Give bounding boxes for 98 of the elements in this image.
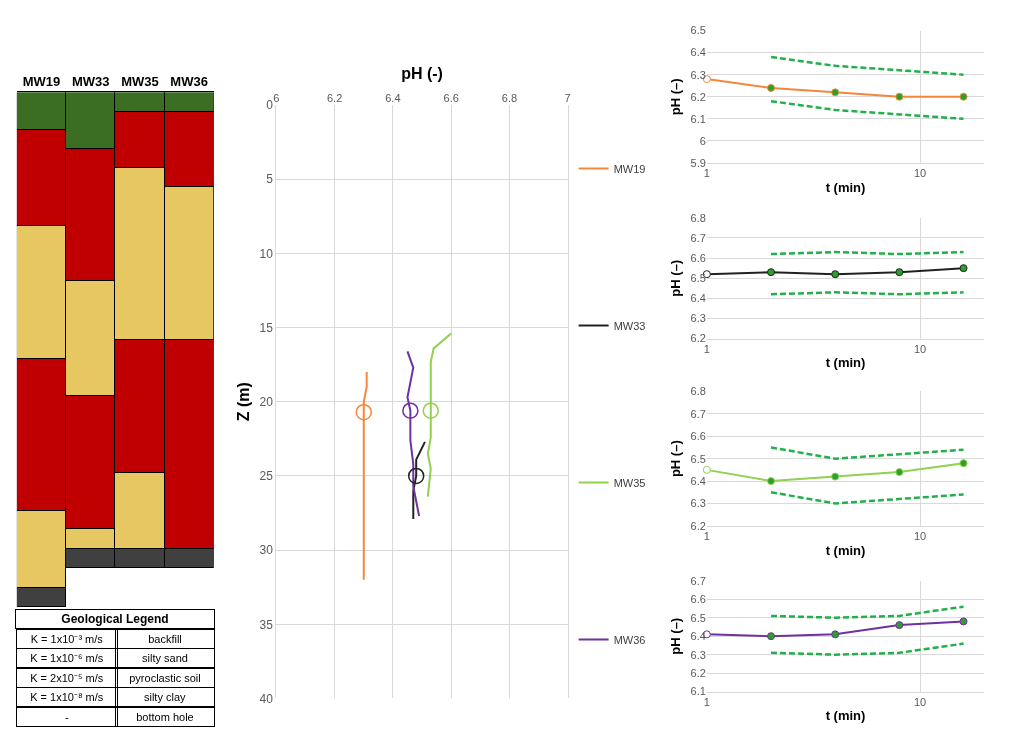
x-tick-label: MW33 — [71, 74, 110, 90]
text: K = 1x10⁻³ m/s — [30, 633, 104, 645]
point — [407, 467, 425, 485]
y-tick-label: 6.4 — [690, 292, 706, 305]
x-tick-label: MW19 — [22, 74, 61, 90]
point — [767, 83, 776, 92]
y-tick-label: 6.8 — [690, 211, 706, 224]
y-tick-label: 35 — [259, 617, 274, 632]
y-tick-label: 10 — [259, 246, 274, 261]
y-tick-label: 6.8 — [690, 385, 706, 398]
text: K = 1x10⁻⁸ m/s — [30, 691, 104, 703]
line-series — [769, 446, 965, 460]
y-tick-label: 40 — [259, 691, 274, 706]
x-tick-label: 6.8 — [501, 91, 518, 104]
point — [767, 477, 776, 486]
text: pyroclastic soil — [129, 672, 201, 684]
y-tick-label: 6.5 — [690, 272, 706, 285]
x-tick-label: 1 — [703, 167, 710, 180]
y-tick-label: 6.3 — [690, 68, 706, 81]
y-tick-label: 6.7 — [690, 407, 706, 420]
x-axis-title: t (min) — [825, 542, 866, 558]
point — [831, 472, 840, 481]
text: backfill — [148, 633, 182, 645]
x-axis-title: t (min) — [825, 179, 866, 195]
y-tick-label: 6.1 — [690, 685, 706, 698]
point — [702, 465, 711, 474]
y-tick-label: 6.5 — [690, 24, 706, 37]
x-tick-label: 1 — [703, 695, 710, 708]
point — [767, 268, 776, 277]
x-tick-label: 6.6 — [443, 91, 459, 104]
x-axis-title: t (min) — [825, 708, 866, 724]
y-tick-label: 6.7 — [690, 231, 706, 244]
x-tick-label: MW36 — [170, 74, 208, 90]
y-axis-title: pH (–) — [668, 440, 684, 478]
text: K = 1x10⁻⁶ m/s — [30, 652, 104, 664]
y-tick-label: 6.4 — [690, 474, 706, 487]
y-tick-label: 6.3 — [690, 312, 706, 325]
point — [895, 268, 904, 277]
point — [959, 617, 968, 626]
legend-label: MW36 — [613, 633, 646, 646]
x-tick-label: 6.2 — [327, 91, 343, 104]
text: Geological Legend — [61, 612, 169, 626]
x-tick-label: 1 — [703, 342, 710, 355]
y-axis-title: Z (m) — [234, 382, 252, 422]
y-tick-label: 6.5 — [690, 452, 706, 465]
y-axis-title: pH (–) — [668, 78, 684, 116]
y-axis-title: pH (–) — [668, 259, 684, 297]
legend-label: MW35 — [613, 476, 646, 489]
y-tick-label: 5 — [266, 172, 274, 187]
point — [959, 264, 968, 273]
x-tick-label: 7 — [564, 91, 571, 104]
text: - — [65, 711, 69, 723]
y-tick-label: 15 — [259, 320, 274, 335]
y-tick-label: 6.3 — [690, 497, 706, 510]
y-tick-label: 30 — [259, 543, 274, 558]
x-tick-label: MW35 — [121, 74, 159, 90]
y-tick-label: 6.4 — [690, 46, 706, 59]
line-series — [769, 491, 965, 505]
y-tick-label: 6.5 — [690, 611, 706, 624]
point — [831, 270, 840, 279]
y-tick-label: 6.3 — [690, 648, 706, 661]
point — [895, 92, 904, 101]
point — [422, 402, 440, 419]
text: bottom hole — [136, 711, 194, 723]
y-tick-label: 6.2 — [690, 332, 706, 345]
y-tick-label: 20 — [259, 394, 274, 409]
point — [959, 92, 968, 101]
point — [895, 468, 904, 477]
y-tick-label: 6.2 — [690, 666, 706, 679]
x-axis-title: t (min) — [825, 355, 866, 371]
y-tick-label: 6.6 — [690, 593, 706, 606]
y-tick-label: 0 — [266, 98, 274, 113]
point — [355, 403, 373, 421]
y-tick-label: 25 — [259, 469, 274, 484]
legend-label: MW33 — [613, 319, 646, 332]
x-tick-label: 1 — [703, 530, 710, 543]
y-tick-label: 5.9 — [690, 156, 706, 169]
point — [767, 632, 776, 641]
y-axis-title: pH (–) — [668, 617, 684, 655]
point — [831, 88, 840, 97]
text: silty sand — [142, 652, 188, 664]
point — [959, 459, 968, 468]
y-tick-label: 6.6 — [690, 430, 706, 443]
x-tick-label: 6.4 — [385, 91, 401, 104]
y-tick-label: 6.6 — [690, 251, 706, 264]
y-tick-label: 6 — [699, 134, 706, 147]
point — [831, 630, 840, 639]
line-series — [769, 55, 965, 76]
line-series — [769, 99, 965, 121]
y-tick-label: 6.7 — [690, 574, 706, 587]
point — [402, 402, 419, 419]
text: silty clay — [143, 691, 187, 703]
point — [895, 621, 904, 630]
y-tick-label: 6.2 — [690, 519, 706, 532]
y-tick-label: 6.4 — [690, 630, 706, 643]
x-axis-title: pH (-) — [401, 64, 443, 82]
text: K = 2x10⁻⁵ m/s — [30, 672, 104, 684]
y-tick-label: 6.1 — [690, 112, 706, 125]
